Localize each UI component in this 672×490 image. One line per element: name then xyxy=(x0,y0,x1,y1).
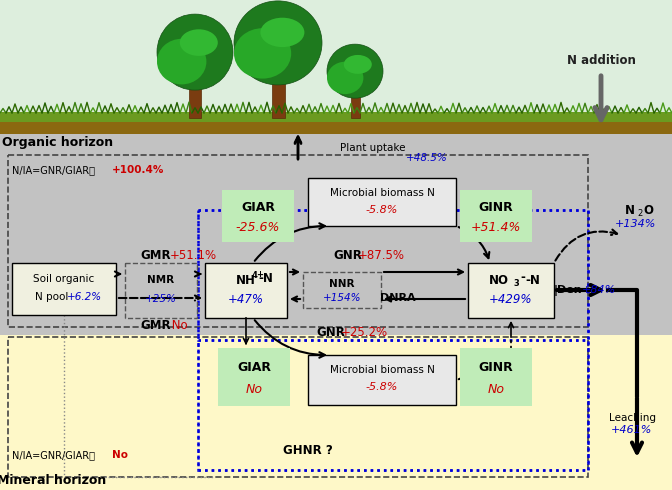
Text: -: - xyxy=(521,270,526,284)
Text: NH: NH xyxy=(236,273,256,287)
Text: GMR: GMR xyxy=(140,248,171,262)
Text: 3: 3 xyxy=(513,278,519,288)
Bar xyxy=(218,348,290,406)
Text: Microbial biomass N: Microbial biomass N xyxy=(329,188,434,198)
Text: 2: 2 xyxy=(637,209,642,218)
Ellipse shape xyxy=(157,39,206,84)
Text: Plant uptake: Plant uptake xyxy=(340,143,405,153)
Text: -5.8%: -5.8% xyxy=(366,382,398,392)
Text: +47%: +47% xyxy=(228,293,264,305)
Text: N addition: N addition xyxy=(566,53,636,67)
Ellipse shape xyxy=(344,55,372,74)
Text: N: N xyxy=(625,203,635,217)
Bar xyxy=(0,335,672,490)
Text: Soil organic: Soil organic xyxy=(34,274,95,284)
Text: -25.6%: -25.6% xyxy=(236,221,280,234)
Bar xyxy=(308,355,456,405)
Text: N/IA=GNR/GIAR：: N/IA=GNR/GIAR： xyxy=(12,450,95,460)
Bar xyxy=(271,66,284,118)
Text: No: No xyxy=(245,383,263,396)
Text: +100.4%: +100.4% xyxy=(112,165,165,175)
Bar xyxy=(0,130,672,335)
Text: +: + xyxy=(257,270,263,278)
Bar xyxy=(308,178,456,226)
Text: No: No xyxy=(112,450,128,460)
Text: +51.4%: +51.4% xyxy=(471,221,521,234)
Bar xyxy=(8,337,588,477)
Bar xyxy=(125,263,197,318)
Ellipse shape xyxy=(327,62,364,94)
Text: N/IA=GNR/GIAR：: N/IA=GNR/GIAR： xyxy=(12,165,95,175)
Ellipse shape xyxy=(327,44,383,98)
Text: Organic horizon: Organic horizon xyxy=(3,136,114,148)
Text: No: No xyxy=(487,383,505,396)
Text: +134%: +134% xyxy=(616,219,657,229)
Bar xyxy=(0,112,672,122)
Text: 4: 4 xyxy=(251,270,257,279)
Text: +48.5%: +48.5% xyxy=(406,153,448,163)
Bar xyxy=(303,272,381,308)
Bar xyxy=(0,118,672,134)
Bar xyxy=(205,263,287,318)
Text: GINR: GINR xyxy=(478,201,513,214)
Text: +25%: +25% xyxy=(145,294,177,304)
Text: GNR: GNR xyxy=(333,248,362,262)
Text: -N: -N xyxy=(526,273,540,287)
Text: GINR: GINR xyxy=(478,361,513,374)
Ellipse shape xyxy=(234,28,291,78)
Bar xyxy=(12,263,116,315)
Ellipse shape xyxy=(180,29,218,56)
Text: No: No xyxy=(168,318,187,332)
Text: +6.2%: +6.2% xyxy=(67,292,101,302)
Text: N pool: N pool xyxy=(36,292,69,302)
Text: -N: -N xyxy=(259,271,274,285)
Bar xyxy=(468,263,554,318)
Ellipse shape xyxy=(157,14,233,90)
Text: GMR: GMR xyxy=(140,318,171,332)
Text: -5.8%: -5.8% xyxy=(366,205,398,215)
Text: GNR: GNR xyxy=(316,325,345,339)
Text: Leaching: Leaching xyxy=(609,413,655,423)
Bar xyxy=(351,86,360,118)
Bar xyxy=(8,155,588,327)
Text: DNRA: DNRA xyxy=(380,293,416,303)
Text: NMR: NMR xyxy=(147,275,175,285)
Ellipse shape xyxy=(234,1,322,85)
Bar xyxy=(189,73,201,118)
Text: GIAR: GIAR xyxy=(241,201,275,214)
Text: GHNR ?: GHNR ? xyxy=(283,443,333,457)
Text: +51.1%: +51.1% xyxy=(170,248,217,262)
Ellipse shape xyxy=(260,18,304,47)
Bar xyxy=(0,0,672,130)
Text: +461%: +461% xyxy=(612,425,653,435)
Text: O: O xyxy=(643,203,653,217)
Text: Mineral horizon: Mineral horizon xyxy=(0,473,107,487)
Text: +429%: +429% xyxy=(489,293,533,305)
Text: GIAR: GIAR xyxy=(237,361,271,374)
Text: |Den: |Den xyxy=(554,285,583,295)
Bar xyxy=(222,190,294,242)
Bar xyxy=(460,348,532,406)
Text: +87.5%: +87.5% xyxy=(358,248,405,262)
Text: +84%: +84% xyxy=(582,285,616,295)
Text: NNR: NNR xyxy=(329,279,355,289)
Bar xyxy=(198,340,588,470)
Text: +154%: +154% xyxy=(323,293,362,303)
Bar xyxy=(460,190,532,242)
Text: +25.2%: +25.2% xyxy=(341,325,388,339)
Bar xyxy=(198,210,588,340)
Text: Microbial biomass N: Microbial biomass N xyxy=(329,365,434,375)
Text: NO: NO xyxy=(489,273,509,287)
